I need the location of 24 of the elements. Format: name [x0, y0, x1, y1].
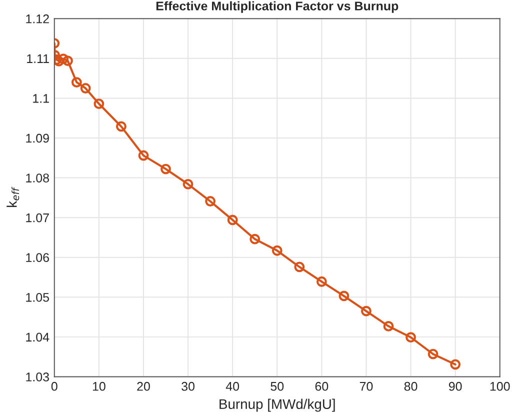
- x-tick-label: 80: [404, 382, 418, 391]
- x-axis-title: Burnup [MWd/kgU]: [220, 398, 335, 412]
- x-tick-label: 70: [360, 382, 373, 391]
- x-tick-label: 50: [270, 382, 284, 391]
- y-tick-label: 1.11: [27, 54, 49, 63]
- x-tick-label: 90: [448, 382, 462, 391]
- y-tick-label: 1.03: [26, 372, 49, 382]
- x-tick-label: 30: [182, 382, 194, 391]
- y-tick-label: 1.1: [33, 94, 49, 103]
- chart-title: Effective Multiplication Factor vs Burnup: [156, 1, 398, 13]
- x-tick-label: 100: [490, 382, 510, 391]
- x-tick-label: 60: [315, 382, 328, 391]
- y-tick-label: 1.06: [26, 253, 49, 262]
- x-tick-label: 0: [51, 382, 58, 391]
- y-tick-label: 1.04: [26, 332, 50, 342]
- y-tick-label: 1.07: [26, 213, 49, 222]
- y-tick-label: 1.12: [26, 14, 49, 24]
- y-tick-label: 1.09: [26, 134, 49, 143]
- x-tick-label: 10: [92, 382, 106, 391]
- x-tick-label: 40: [226, 382, 240, 391]
- y-tick-label: 1.05: [26, 292, 50, 302]
- y-tick-label: 1.08: [26, 174, 49, 182]
- y-axis-title: k$_{eff}$: [6, 186, 20, 207]
- x-tick-label: 20: [137, 382, 150, 391]
